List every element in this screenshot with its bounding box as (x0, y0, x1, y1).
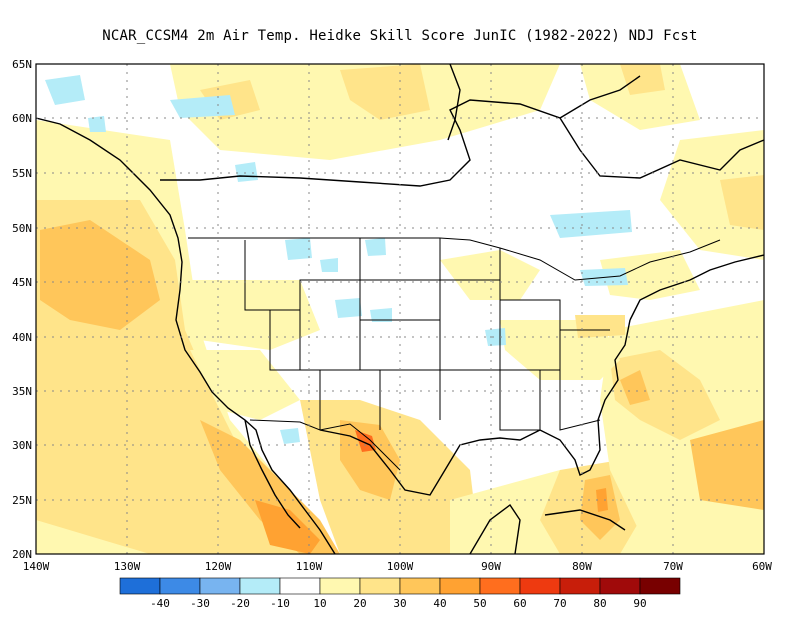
colorbar-label: 90 (633, 597, 646, 610)
colorbar-label: 40 (433, 597, 446, 610)
colorbar-label: -20 (230, 597, 250, 610)
lon-axis: 140W 130W 120W 110W 100W 90W 80W 70W 60W (23, 560, 773, 573)
us-mexico-border (249, 419, 401, 471)
lon-label: 130W (114, 560, 141, 573)
baja-coast (244, 419, 301, 529)
chart-title: NCAR_CCSM4 2m Air Temp. Heidke Skill Sco… (102, 28, 698, 44)
lon-label: 140W (23, 560, 50, 573)
lon-label: 120W (205, 560, 232, 573)
colorbar-swatch (599, 577, 641, 595)
coastlines (36, 64, 764, 554)
lon-label: 60W (752, 560, 772, 573)
lat-label: 55N (12, 167, 32, 180)
lat-label: 30N (12, 439, 32, 452)
colorbar-swatch (159, 577, 201, 595)
canada-north-coast (160, 99, 764, 187)
lat-label: 35N (12, 385, 32, 398)
colorbar-swatch (119, 577, 161, 595)
lat-axis: 20N 25N 30N 35N 40N 45N 50N 55N 60N 65N (12, 58, 32, 561)
colorbar (119, 577, 681, 595)
colorbar-label: 80 (593, 597, 606, 610)
colorbar-swatch (479, 577, 521, 595)
lon-label: 100W (387, 560, 414, 573)
canada-warm-region (170, 64, 560, 160)
yucatan-coast (469, 503, 521, 554)
lat-label: 20N (12, 548, 32, 561)
colorbar-swatch (319, 577, 361, 595)
lat-label: 25N (12, 494, 32, 507)
colorbar-label: 60 (513, 597, 526, 610)
colorbar-swatch (519, 577, 561, 595)
colorbar-labels: -40 -30 -20 -10 10 20 30 40 50 60 70 80 90 (150, 597, 647, 610)
west-coast (36, 117, 336, 554)
colorbar-label: 50 (473, 597, 486, 610)
colorbar-label: -40 (150, 597, 170, 610)
colorbar-label: -30 (190, 597, 210, 610)
colorbar-label: 10 (313, 597, 326, 610)
lat-label: 45N (12, 276, 32, 289)
east-coast (629, 254, 764, 321)
colorbar-swatch (279, 577, 321, 595)
cuba (544, 509, 626, 531)
colorbar-swatch (639, 577, 681, 595)
lon-label: 110W (296, 560, 323, 573)
lat-label: 60N (12, 112, 32, 125)
colorbar-swatch (439, 577, 481, 595)
lon-label: 70W (663, 560, 683, 573)
colorbar-label: 70 (553, 597, 566, 610)
gulf-coast (319, 319, 631, 496)
colorbar-label: -10 (270, 597, 290, 610)
colorbar-label: 30 (393, 597, 406, 610)
colorbar-swatch (359, 577, 401, 595)
map-frame (35, 63, 765, 555)
colorbar-swatch (199, 577, 241, 595)
colorbar-swatch (559, 577, 601, 595)
lat-label: 40N (12, 331, 32, 344)
lon-label: 90W (481, 560, 501, 573)
colorbar-label: 20 (353, 597, 366, 610)
lat-label: 50N (12, 222, 32, 235)
colorbar-swatch (239, 577, 281, 595)
lat-label: 65N (12, 58, 32, 71)
colorbar-swatch (399, 577, 441, 595)
skill-score-field (36, 64, 764, 554)
cool-patch (45, 75, 85, 105)
us-canada-border (188, 237, 721, 281)
lon-label: 80W (572, 560, 592, 573)
